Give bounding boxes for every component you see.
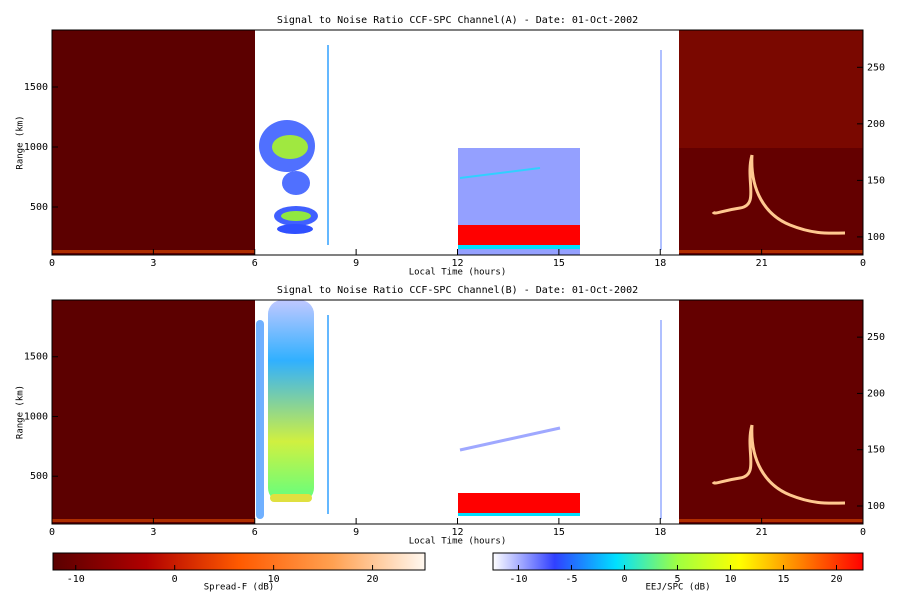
x-tick-label: 3 [150, 258, 156, 269]
y2-tick-label: 100 [867, 232, 885, 243]
x-tick-label: 6 [252, 527, 258, 538]
panel-title: Signal to Noise Ratio CCF-SPC Channel(A)… [277, 15, 638, 26]
y-tick-label: 1000 [24, 142, 48, 153]
x-tick-label: 21 [756, 527, 768, 538]
x-tick-label: 15 [553, 258, 565, 269]
y-axis-label: Range (km) [16, 385, 26, 439]
colorbar-label: EEJ/SPC (dB) [645, 583, 710, 593]
x-tick-label: 9 [353, 527, 359, 538]
x-tick-label: 18 [654, 258, 666, 269]
y-tick-label: 500 [30, 471, 48, 482]
night-block-upper [679, 30, 863, 148]
colorbar-tick-label: 10 [724, 574, 736, 585]
x-tick-label: 12 [451, 258, 463, 269]
night-block [52, 30, 255, 255]
x-tick-label: 0 [49, 258, 55, 269]
y2-tick-label: 250 [867, 332, 885, 343]
x-tick-label: 0 [860, 258, 866, 269]
colorbar-tick-label: 20 [367, 574, 379, 585]
night-block [52, 300, 255, 524]
streak [459, 426, 561, 452]
colorbar-tick-label: -5 [565, 574, 577, 585]
x-tick-label: 12 [451, 527, 463, 538]
night-block [679, 300, 863, 524]
colorbar-tick-label: 5 [674, 574, 680, 585]
x-tick-label: 9 [353, 258, 359, 269]
blob-core [281, 211, 311, 221]
y-axis-label: Range (km) [16, 115, 26, 169]
y2-tick-label: 100 [867, 501, 885, 512]
blob [282, 171, 310, 195]
y-tick-label: 500 [30, 202, 48, 213]
colorbar-tick-label: -10 [509, 574, 527, 585]
column-base [270, 494, 312, 502]
y2-tick-label: 150 [867, 445, 885, 456]
column [256, 320, 264, 519]
colorbar-tick-label: 20 [830, 574, 842, 585]
eej-edge [458, 513, 580, 516]
colorbar-tick-label: 10 [268, 574, 280, 585]
colorbar-tick-label: -10 [67, 574, 85, 585]
panel-title: Signal to Noise Ratio CCF-SPC Channel(B)… [277, 285, 638, 296]
y2-tick-label: 150 [867, 175, 885, 186]
y-tick-label: 1500 [24, 82, 48, 93]
eej-band [458, 225, 580, 245]
streak [459, 167, 541, 179]
x-tick-label: 21 [756, 258, 768, 269]
colorbar-label: Spread-F (dB) [204, 583, 274, 593]
x-tick-label: 18 [654, 527, 666, 538]
ground-echo [679, 250, 863, 253]
x-axis-label: Local Time (hours) [409, 268, 507, 278]
x-tick-label: 0 [860, 527, 866, 538]
x-axis-label: Local Time (hours) [409, 537, 507, 547]
y-tick-label: 1000 [24, 411, 48, 422]
x-tick-label: 6 [252, 258, 258, 269]
y2-tick-label: 200 [867, 119, 885, 130]
blob [277, 224, 313, 234]
eej-edge [458, 245, 580, 249]
plume [711, 154, 846, 235]
eej-band [458, 493, 580, 513]
column [268, 300, 314, 502]
x-tick-label: 0 [49, 527, 55, 538]
heatmap-image [52, 300, 863, 524]
ground-echo [679, 519, 863, 522]
colorbar-tick-label: 15 [777, 574, 789, 585]
y2-tick-label: 250 [867, 62, 885, 73]
blob-core [272, 135, 308, 159]
plume [711, 424, 846, 505]
colorbar-tick-label: 0 [621, 574, 627, 585]
colorbar [52, 552, 426, 571]
x-tick-label: 15 [553, 527, 565, 538]
y2-tick-label: 200 [867, 388, 885, 399]
x-tick-label: 3 [150, 527, 156, 538]
y-tick-label: 1500 [24, 352, 48, 363]
colorbar [492, 552, 864, 571]
heatmap-image [52, 30, 863, 255]
colorbar-tick-label: 0 [172, 574, 178, 585]
